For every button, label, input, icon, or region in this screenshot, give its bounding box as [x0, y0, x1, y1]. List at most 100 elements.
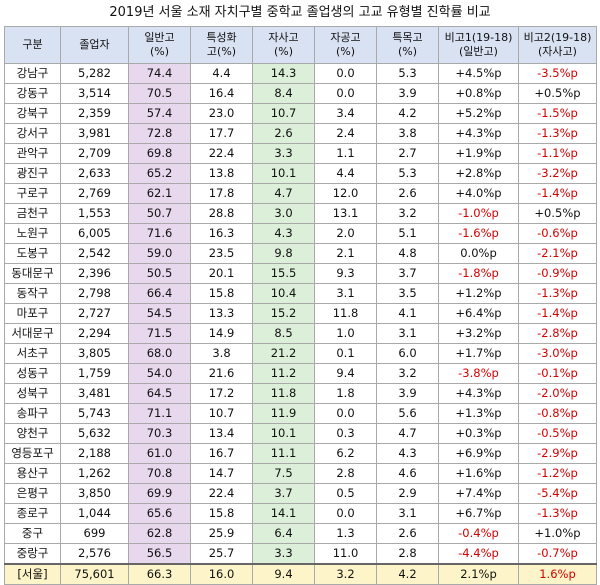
table-cell: 1,262 [60, 463, 129, 484]
table-cell: 13.1 [314, 203, 377, 224]
table-cell: 28.8 [190, 203, 253, 224]
table-cell: 2,769 [60, 183, 129, 204]
table-cell: 50.5 [128, 263, 191, 284]
table-cell: +1.2%p [438, 283, 519, 304]
table-row: 성북구 3,481 64.5 17.2 11.8 1.8 3.9 +4.3%p -2.0%p [4, 383, 597, 404]
table-cell: 3,850 [60, 483, 129, 504]
table-cell: 2.8 [314, 463, 377, 484]
table-cell: +2.8%p [438, 163, 519, 184]
table-cell: 71.1 [128, 403, 191, 424]
table-cell: 성북구 [4, 383, 61, 404]
table-cell: +1.9%p [438, 143, 519, 164]
table-cell: 74.4 [128, 63, 191, 84]
table-cell: -1.3%p [518, 503, 597, 524]
table-cell: 3.9 [376, 383, 439, 404]
table-cell: 2.8 [376, 543, 439, 565]
table-cell: +0.3%p [438, 423, 519, 444]
column-header-line1: 자공고 [330, 31, 361, 44]
table-cell: 2.4 [314, 123, 377, 144]
table-row: 강남구 5,282 74.4 4.4 14.3 0.0 5.3 +4.5%p -3.5%p [4, 63, 597, 84]
column-header-line1: 특목고 [392, 31, 423, 44]
table-cell: 2,188 [60, 443, 129, 464]
table-row: 구로구 2,769 62.1 17.8 4.7 12.0 2.6 +4.0%p -1.4%p [4, 183, 597, 204]
column-header: 자공고 (%) [314, 26, 377, 64]
table-cell: 11.1 [252, 443, 315, 464]
table-cell: 3,481 [60, 383, 129, 404]
table-cell: 8.4 [252, 83, 315, 104]
table-cell: 10.1 [252, 163, 315, 184]
table-cell: 도봉구 [4, 243, 61, 264]
column-header: 일반고 (%) [128, 26, 191, 64]
table-cell: 2,633 [60, 163, 129, 184]
table-cell: 17.8 [190, 183, 253, 204]
table-cell: 57.4 [128, 103, 191, 124]
table-cell: +4.3%p [438, 123, 519, 144]
table-cell: +0.5%p [518, 203, 597, 224]
table-cell: 서대문구 [4, 323, 61, 344]
table-cell: 2.7 [376, 143, 439, 164]
table-row: 광진구 2,633 65.2 13.8 10.1 4.4 5.3 +2.8%p -3.2%p [4, 163, 597, 184]
table-cell: 3.8 [376, 123, 439, 144]
table-row: 은평구 3,850 69.9 22.4 3.7 0.5 2.9 +7.4%p -5.4%p [4, 483, 597, 504]
table-cell: 5.3 [376, 63, 439, 84]
table-cell: 3.5 [376, 283, 439, 304]
table-cell: 4.4 [190, 63, 253, 84]
table-cell: 2,709 [60, 143, 129, 164]
table-cell: -2.8%p [518, 323, 597, 344]
table-cell: 1.1 [314, 143, 377, 164]
table-cell: 3.0 [252, 203, 315, 224]
column-header-line1: 특성화 [206, 31, 237, 44]
table-cell: 강남구 [4, 63, 61, 84]
table-cell: 6,005 [60, 223, 129, 244]
table-row: 송파구 5,743 71.1 10.7 11.9 0.0 5.6 +1.3%p -0.8%p [4, 403, 597, 424]
table-cell: -1.6%p [438, 223, 519, 244]
table-cell: 16.4 [190, 83, 253, 104]
table-row: 금천구 1,553 50.7 28.8 3.0 13.1 3.2 -1.0%p +0.5%p [4, 203, 597, 224]
table-cell: -0.9%p [518, 263, 597, 284]
column-header-line2: (일반고) [459, 45, 498, 58]
table-cell: 1.3 [314, 523, 377, 544]
table-cell: 2,727 [60, 303, 129, 324]
table-cell: 1,759 [60, 363, 129, 384]
table-cell: 3,805 [60, 343, 129, 364]
table-cell: -1.4%p [518, 303, 597, 324]
table-cell: 5,632 [60, 423, 129, 444]
table-cell: 4.7 [252, 183, 315, 204]
table-cell: 성동구 [4, 363, 61, 384]
table-cell: 1,044 [60, 503, 129, 524]
table-cell: 12.0 [314, 183, 377, 204]
table-cell: [서울] [4, 563, 61, 585]
table-cell: 50.7 [128, 203, 191, 224]
column-header-line2: (%) [273, 45, 294, 58]
table-row: 종로구 1,044 65.6 15.8 14.1 0.0 3.1 +6.7%p -1.3%p [4, 503, 597, 524]
table-cell: 은평구 [4, 483, 61, 504]
table-cell: 10.7 [252, 103, 315, 124]
table-cell: 0.5 [314, 483, 377, 504]
table-cell: 10.7 [190, 403, 253, 424]
table-cell: 15.2 [252, 303, 315, 324]
table-cell: 17.2 [190, 383, 253, 404]
column-header-line1: 비고1(19-18) [444, 31, 513, 44]
table-cell: 4.3 [376, 443, 439, 464]
table-cell: 11.8 [314, 303, 377, 324]
table-cell: 4.8 [376, 243, 439, 264]
table-cell: -2.1%p [518, 243, 597, 264]
table-cell: 동대문구 [4, 263, 61, 284]
table-row: 마포구 2,727 54.5 13.3 15.2 11.8 4.1 +6.4%p -1.4%p [4, 303, 597, 324]
table-cell: 6.2 [314, 443, 377, 464]
column-header-line2: (%) [149, 45, 170, 58]
table-cell: 75,601 [60, 563, 129, 585]
table-cell: 54.0 [128, 363, 191, 384]
table-row: 양천구 5,632 70.3 13.4 10.1 0.3 4.7 +0.3%p -0.5%p [4, 423, 597, 444]
table-cell: 9.8 [252, 243, 315, 264]
table-cell: 종로구 [4, 503, 61, 524]
page-title: 2019년 서울 소재 자치구별 중학교 졸업생의 고교 유형별 진학률 비교 [109, 5, 491, 20]
table-cell: 66.4 [128, 283, 191, 304]
table-cell: 56.5 [128, 543, 191, 565]
table-cell: 16.7 [190, 443, 253, 464]
column-header: 특성화 고(%) [190, 26, 253, 64]
table-cell: 노원구 [4, 223, 61, 244]
table-row: 강동구 3,514 70.5 16.4 8.4 0.0 3.9 +0.8%p +0.5%p [4, 83, 597, 104]
table-cell: 4.7 [376, 423, 439, 444]
table-row: 도봉구 2,542 59.0 23.5 9.8 2.1 4.8 0.0%p -2.1%p [4, 243, 597, 264]
